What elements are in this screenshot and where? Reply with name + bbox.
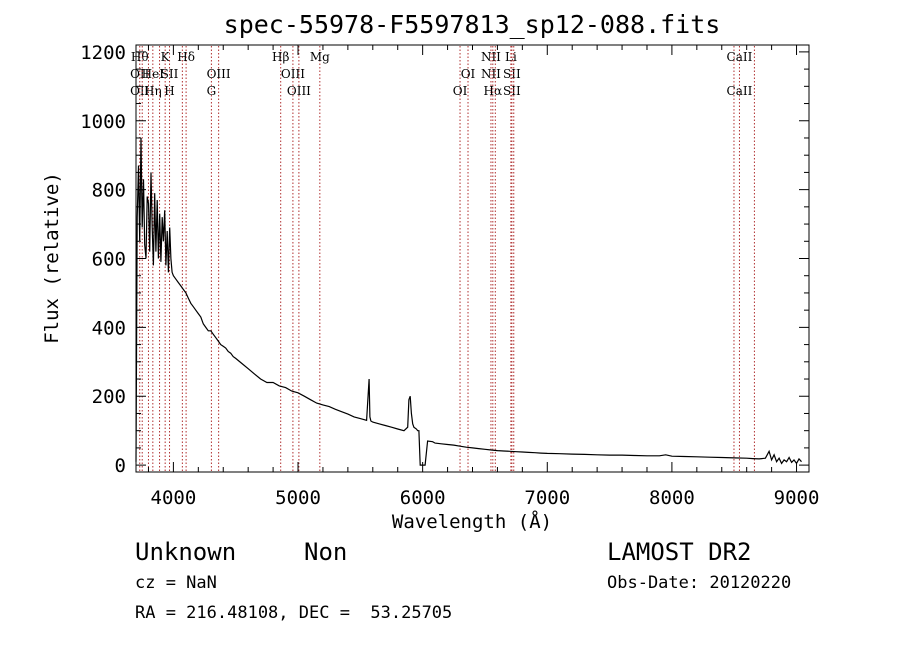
line-marker-label-9-bot: G: [207, 84, 217, 98]
x-tick-label-1: 5000: [275, 487, 321, 509]
line-marker-label-21-bot: SII: [503, 84, 521, 98]
line-marker-label-0-top: Hθ: [131, 50, 149, 64]
line-marker-label-20-top: Li: [505, 50, 517, 64]
x-axis-label: Wavelength (Å): [392, 510, 552, 533]
x-tick-label-5: 9000: [774, 487, 820, 509]
x-tick-label-3: 7000: [524, 487, 570, 509]
line-marker-label-6-mid: SII: [161, 67, 179, 81]
line-marker-label-0-bot: OII: [130, 84, 150, 98]
line-marker-label-14-top: Mg: [310, 50, 330, 64]
line-marker-label-6-bot: H: [164, 84, 174, 98]
line-marker-label-10-mid: OIII: [207, 67, 231, 81]
spectrum-line-0: [135, 137, 802, 466]
line-marker-label-5-top: K: [161, 50, 171, 64]
y-axis: 0 200 400 600 800 1000 1200: [80, 42, 809, 477]
line-marker-label-18-bot: Hα: [484, 84, 503, 98]
line-marker-label-15-bot: OI: [453, 84, 468, 98]
object-class: Unknown: [135, 538, 237, 566]
line-marker-label-17-top: NII: [481, 50, 501, 64]
y-tick-label-6: 1200: [80, 42, 126, 64]
emission-line-markers: HθOIIOIIHeIHηKSIIHHδGOIIIHβOIIIOIIIMgOIO…: [130, 46, 755, 471]
line-marker-label-11-top: Hβ: [272, 50, 289, 64]
line-marker-label-24-top: CaII: [727, 50, 753, 64]
line-marker-label-16-mid: OI: [461, 67, 476, 81]
line-marker-label-13-bot: OIII: [287, 84, 311, 98]
line-marker-label-17-mid: NII: [481, 67, 501, 81]
line-marker-label-0-mid: OII: [130, 67, 150, 81]
y-tick-label-5: 1000: [80, 111, 126, 133]
obs-date-text: Obs-Date: 20120220: [607, 573, 792, 593]
x-axis: 4000 5000 6000 7000 8000 9000: [147, 45, 820, 509]
y-tick-label-1: 200: [92, 386, 126, 408]
y-axis-label: Flux (relative): [41, 172, 63, 344]
line-marker-label-8-top: Hδ: [177, 50, 195, 64]
object-subclass: Non: [304, 538, 348, 566]
coordinates-text: RA = 216.48108, DEC = 53.25705: [135, 603, 453, 623]
x-tick-label-2: 6000: [400, 487, 446, 509]
redshift-text: cz = NaN: [135, 573, 217, 593]
y-tick-label-3: 600: [92, 249, 126, 271]
line-marker-label-24-bot: CaII: [727, 84, 753, 98]
spectrum-series: [135, 137, 802, 466]
y-tick-label-0: 0: [115, 455, 126, 477]
survey-name: LAMOST DR2: [607, 538, 752, 566]
plot-frame: [135, 44, 810, 473]
line-marker-label-21-mid: SII: [503, 67, 521, 81]
x-tick-label-0: 4000: [151, 487, 197, 509]
x-tick-label-4: 8000: [649, 487, 695, 509]
line-marker-label-12-mid: OIII: [281, 67, 305, 81]
y-tick-label-2: 400: [92, 317, 126, 339]
chart-title: spec-55978-F5597813_sp12-088.fits: [224, 10, 721, 39]
y-tick-label-4: 800: [92, 180, 126, 202]
line-marker-label-3-mid: HeI: [142, 67, 165, 81]
line-marker-label-3-bot: Hη: [144, 84, 162, 98]
